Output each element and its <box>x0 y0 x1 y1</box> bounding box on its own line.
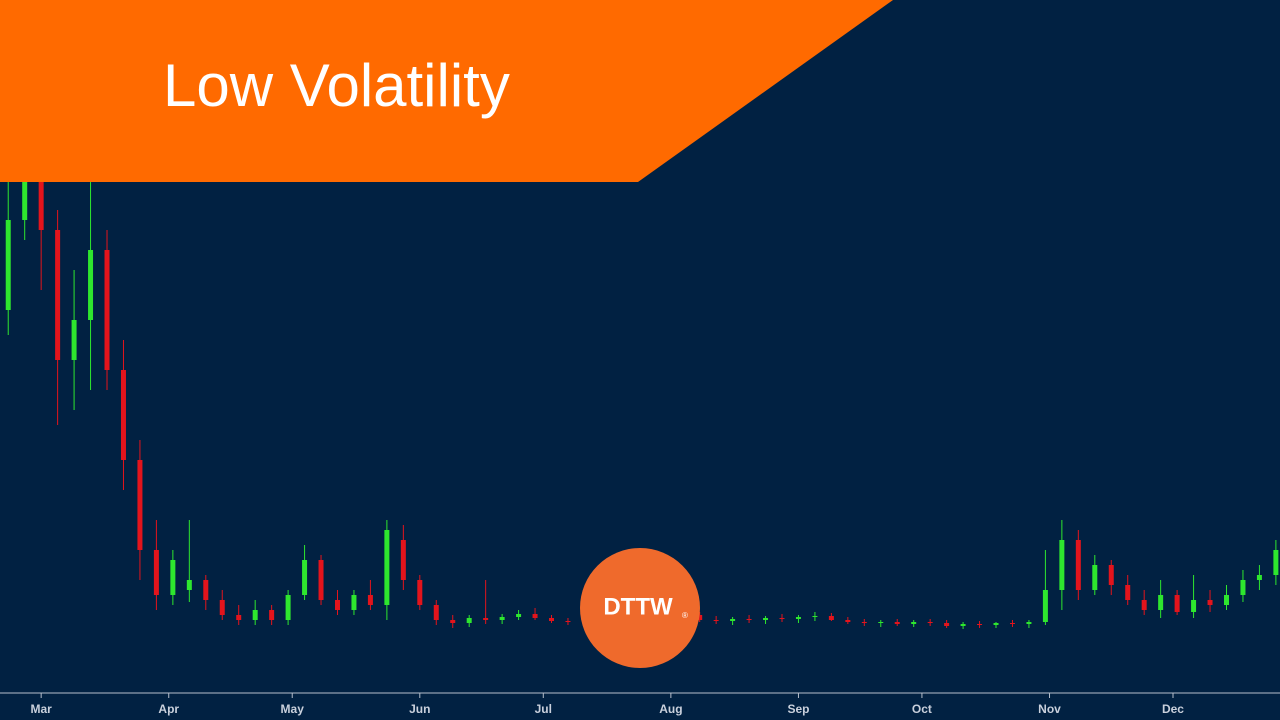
candle-body <box>993 623 999 625</box>
candle-body <box>433 605 439 620</box>
x-axis-labels: Mar Apr May Jun Jul Aug Sep Oct Nov Dec <box>30 693 1184 716</box>
logo-text: DTTW <box>603 593 673 620</box>
candle-body <box>697 615 703 620</box>
candle-body <box>1026 622 1032 624</box>
candle-body <box>1108 565 1114 585</box>
candle-body <box>466 618 472 623</box>
candle-body <box>351 595 357 610</box>
candle-body <box>499 617 505 620</box>
candle-body <box>565 621 571 622</box>
candle-body <box>828 616 834 620</box>
candle-body <box>713 620 719 621</box>
x-tick-label: Jul <box>535 702 552 716</box>
candle-body <box>977 624 983 625</box>
candle-body <box>1191 600 1197 612</box>
candle-body <box>269 610 275 620</box>
candle-body <box>549 618 555 621</box>
candle-body <box>795 617 801 619</box>
candle-body <box>483 618 489 620</box>
candle-body <box>1207 600 1213 605</box>
candle-body <box>170 560 176 595</box>
candle-body <box>236 615 242 620</box>
chart-title: Low Volatility <box>163 52 510 119</box>
candle-body <box>894 622 900 624</box>
x-tick-label: Jun <box>409 702 430 716</box>
candle-body <box>927 622 933 623</box>
candle-body <box>137 460 143 550</box>
x-tick-label: Apr <box>158 702 179 716</box>
x-tick-label: Nov <box>1038 702 1061 716</box>
candle-body <box>1125 585 1131 600</box>
candle-body <box>1273 550 1279 575</box>
x-tick-label: May <box>281 702 305 716</box>
candle-body <box>532 614 538 618</box>
candle-body <box>153 550 159 595</box>
candle-body <box>1174 595 1180 612</box>
candle-body <box>845 620 851 622</box>
candle-body <box>911 622 917 624</box>
candle-body <box>878 622 884 623</box>
candle-body <box>1059 540 1065 590</box>
candle-body <box>318 560 324 600</box>
x-tick-label: Aug <box>659 702 682 716</box>
plot-area <box>5 0 1279 629</box>
candle-body <box>5 220 11 310</box>
candle-body <box>944 623 950 626</box>
candle-body <box>1092 565 1098 590</box>
candle-body <box>367 595 373 605</box>
candle-body <box>334 600 340 610</box>
candle-body <box>779 618 785 619</box>
candle-body <box>203 580 209 600</box>
candle-body <box>104 250 110 370</box>
candle-body <box>38 170 44 230</box>
x-tick-label: Dec <box>1162 702 1184 716</box>
candle-body <box>120 370 126 460</box>
title-banner <box>0 0 893 182</box>
candle-body <box>763 618 769 620</box>
candle-body <box>1009 623 1015 624</box>
candle-body <box>285 595 291 620</box>
candle-body <box>302 560 308 595</box>
x-tick-label: Mar <box>30 702 52 716</box>
candle-body <box>746 619 752 620</box>
candle-body <box>55 230 61 360</box>
candle-body <box>400 540 406 580</box>
candle-body <box>960 624 966 626</box>
candle-body <box>88 250 94 320</box>
candle-body <box>450 620 456 623</box>
candle-body <box>1256 575 1262 580</box>
candle-body <box>252 610 258 620</box>
candle-body <box>219 600 225 615</box>
x-tick-label: Sep <box>787 702 809 716</box>
candle-body <box>812 616 818 617</box>
candle-body <box>1042 590 1048 622</box>
x-tick-label: Oct <box>912 702 932 716</box>
candle-body <box>1158 595 1164 610</box>
candle-body <box>516 614 522 617</box>
candle-body <box>1223 595 1229 605</box>
candle-body <box>384 530 390 605</box>
candle-body <box>1141 600 1147 610</box>
candle-body <box>71 320 77 360</box>
candle-body <box>1240 580 1246 595</box>
candle-body <box>861 622 867 623</box>
logo-circle <box>580 548 700 668</box>
candle-body <box>186 580 192 590</box>
candle-body <box>22 170 28 220</box>
candle-body <box>730 619 736 621</box>
logo-mark: ® <box>682 611 688 620</box>
candle-body <box>1075 540 1081 590</box>
candle-body <box>417 580 423 605</box>
